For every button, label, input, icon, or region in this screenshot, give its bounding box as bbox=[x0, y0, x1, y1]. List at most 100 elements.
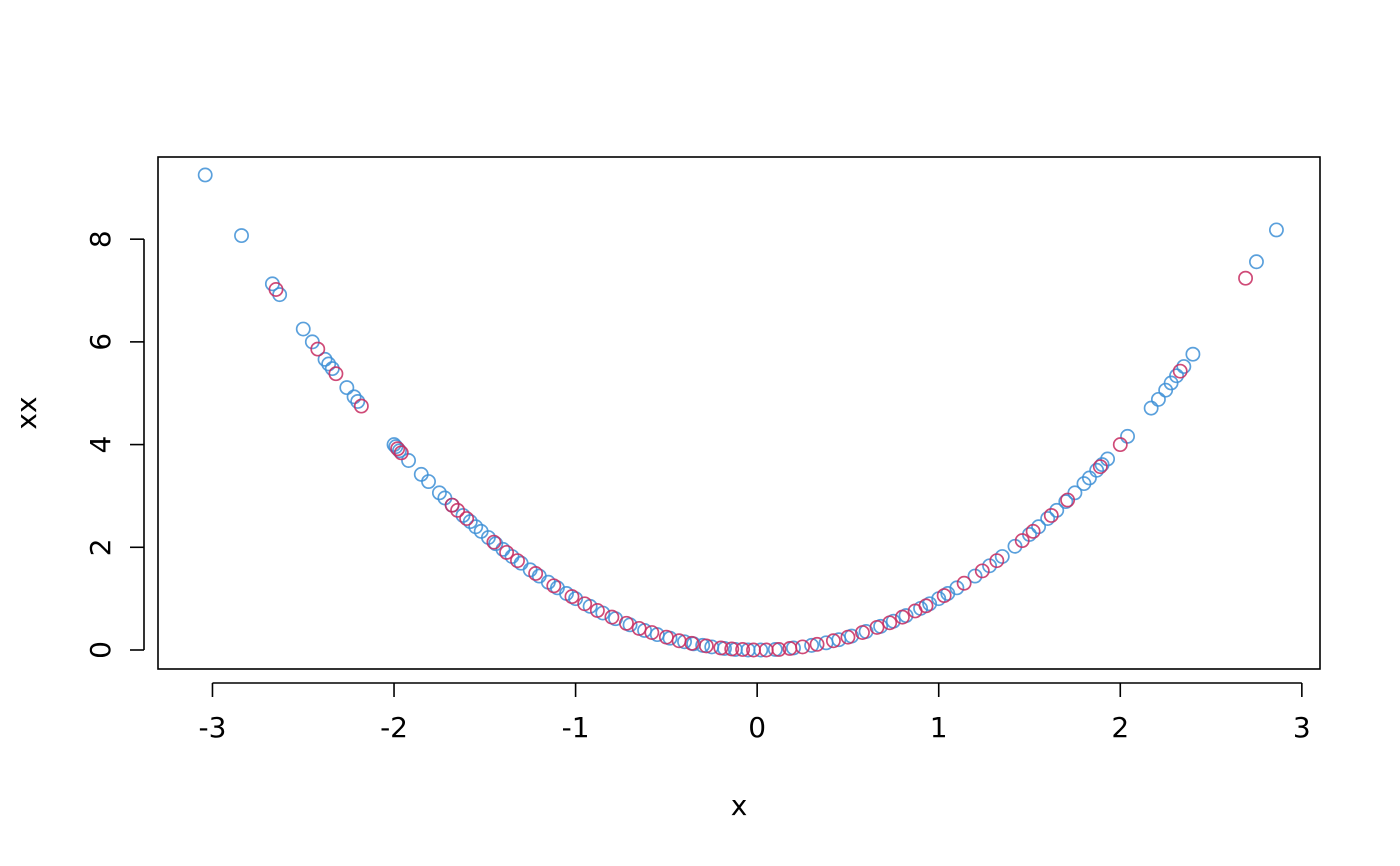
data-point bbox=[431, 485, 447, 501]
x-tick-label: -2 bbox=[380, 711, 408, 744]
data-point bbox=[234, 228, 249, 244]
data-point bbox=[589, 603, 605, 618]
data-point bbox=[462, 514, 478, 530]
data-point bbox=[1112, 437, 1128, 453]
data-point bbox=[1076, 476, 1092, 492]
data-point bbox=[393, 445, 409, 461]
x-tick-label: 3 bbox=[1293, 711, 1311, 744]
data-point bbox=[1058, 494, 1074, 510]
data-point bbox=[936, 588, 952, 604]
x-tick-label: 1 bbox=[930, 711, 948, 744]
x-axis: -3 -2 -1 0 1 2 3 bbox=[199, 682, 1311, 744]
x-tick-label: 2 bbox=[1111, 711, 1129, 744]
data-point bbox=[495, 541, 511, 557]
data-point bbox=[1100, 451, 1116, 467]
data-point bbox=[684, 635, 700, 651]
data-point bbox=[713, 640, 729, 656]
x-tick-label: 0 bbox=[748, 711, 766, 744]
data-point bbox=[392, 443, 407, 459]
data-points bbox=[197, 167, 1284, 658]
data-point bbox=[918, 598, 934, 614]
data-point bbox=[353, 398, 369, 414]
data-point bbox=[317, 351, 333, 367]
y-axis: 0 2 4 6 8 bbox=[84, 230, 145, 659]
data-point bbox=[1025, 523, 1041, 539]
data-point bbox=[1120, 428, 1135, 444]
data-point bbox=[197, 167, 213, 183]
x-tick-label: -1 bbox=[562, 711, 590, 744]
data-point bbox=[346, 389, 362, 405]
data-point bbox=[869, 619, 885, 635]
data-point bbox=[698, 638, 714, 654]
data-point bbox=[989, 553, 1005, 569]
data-point bbox=[1089, 462, 1105, 478]
data-point bbox=[421, 474, 436, 490]
data-point bbox=[328, 366, 344, 382]
data-point bbox=[577, 596, 593, 612]
data-point bbox=[1249, 254, 1264, 270]
data-point bbox=[767, 642, 783, 657]
data-point bbox=[949, 580, 965, 596]
data-point bbox=[753, 642, 769, 658]
x-tick-label: -3 bbox=[199, 711, 227, 744]
data-point bbox=[1143, 400, 1159, 416]
data-point bbox=[499, 544, 515, 560]
data-point bbox=[350, 393, 366, 409]
data-point bbox=[604, 609, 620, 625]
data-point bbox=[1150, 391, 1166, 407]
data-point bbox=[1043, 508, 1059, 523]
y-tick-label: 8 bbox=[84, 230, 117, 248]
data-point bbox=[339, 380, 355, 396]
data-point bbox=[444, 497, 460, 513]
data-point bbox=[1092, 459, 1108, 475]
data-point bbox=[486, 534, 502, 550]
data-point bbox=[894, 609, 910, 625]
y-tick-label: 6 bbox=[84, 333, 117, 351]
plot-frame bbox=[157, 156, 1321, 670]
data-point bbox=[1081, 470, 1097, 486]
data-point bbox=[295, 321, 311, 337]
data-point bbox=[1172, 363, 1188, 379]
data-point bbox=[1169, 368, 1185, 384]
y-axis-label: xx bbox=[10, 396, 43, 429]
data-point bbox=[1040, 511, 1056, 526]
data-point bbox=[956, 575, 972, 591]
data-point bbox=[855, 625, 870, 640]
data-point bbox=[804, 637, 820, 653]
data-point bbox=[677, 634, 692, 650]
data-point bbox=[735, 642, 751, 657]
data-point bbox=[724, 641, 740, 657]
data-point bbox=[390, 441, 406, 457]
data-point bbox=[1060, 492, 1076, 508]
x-axis-label: x bbox=[731, 789, 748, 822]
data-point bbox=[882, 615, 898, 631]
data-point bbox=[413, 466, 429, 482]
data-point bbox=[644, 625, 660, 640]
data-point bbox=[1268, 222, 1284, 238]
data-point bbox=[450, 502, 466, 518]
data-point bbox=[771, 642, 787, 657]
data-point bbox=[1049, 502, 1065, 518]
data-point bbox=[1238, 270, 1254, 286]
data-point bbox=[795, 639, 810, 655]
data-point bbox=[528, 566, 544, 581]
data-point bbox=[840, 629, 856, 645]
y-tick-label: 2 bbox=[84, 538, 117, 556]
data-point bbox=[974, 563, 990, 579]
data-point bbox=[1014, 533, 1030, 549]
data-point bbox=[809, 636, 825, 652]
data-point bbox=[510, 553, 525, 569]
data-point bbox=[437, 490, 453, 506]
data-point bbox=[401, 453, 417, 468]
y-tick-label: 4 bbox=[84, 436, 117, 454]
data-point bbox=[1176, 359, 1192, 374]
data-point bbox=[321, 356, 337, 372]
data-point bbox=[459, 511, 475, 526]
y-tick-label: 0 bbox=[84, 641, 117, 659]
data-point bbox=[310, 341, 326, 357]
data-point bbox=[618, 615, 634, 631]
data-point bbox=[268, 282, 284, 297]
data-point bbox=[1185, 346, 1201, 362]
data-point bbox=[546, 578, 562, 594]
